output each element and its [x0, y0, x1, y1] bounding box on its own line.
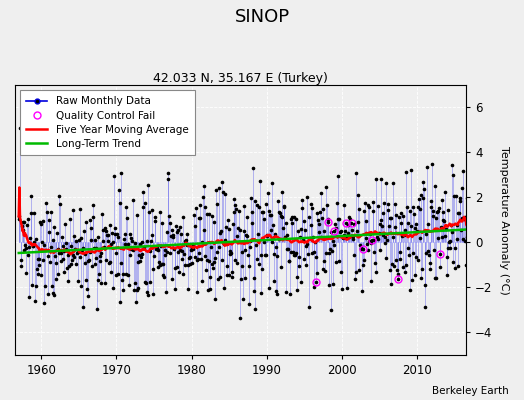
- Legend: Raw Monthly Data, Quality Control Fail, Five Year Moving Average, Long-Term Tren: Raw Monthly Data, Quality Control Fail, …: [20, 90, 194, 155]
- Title: 42.033 N, 35.167 E (Turkey): 42.033 N, 35.167 E (Turkey): [153, 72, 328, 85]
- Y-axis label: Temperature Anomaly (°C): Temperature Anomaly (°C): [499, 146, 509, 294]
- Text: Berkeley Earth: Berkeley Earth: [432, 386, 508, 396]
- Text: SINOP: SINOP: [234, 8, 290, 26]
